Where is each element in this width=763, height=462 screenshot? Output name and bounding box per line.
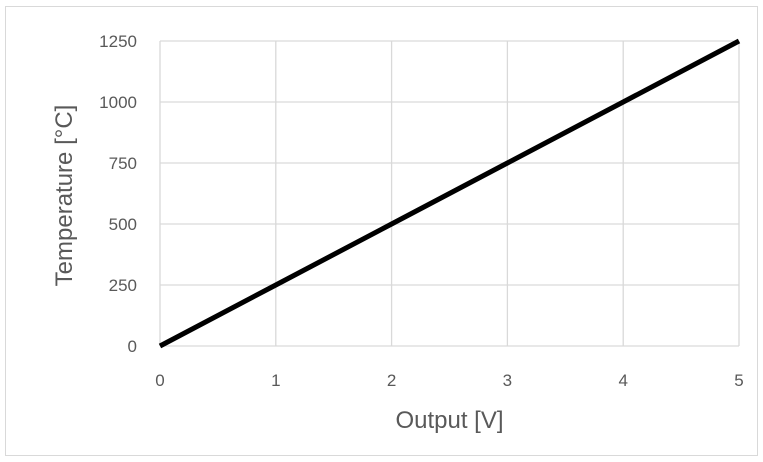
y-tick-label: 750	[109, 154, 137, 173]
x-tick-label: 2	[387, 371, 396, 390]
y-tick-label: 0	[128, 337, 137, 356]
y-tick-label: 1000	[99, 93, 137, 112]
series-line	[158, 38, 741, 349]
x-tick-label: 4	[618, 371, 627, 390]
y-tick-label: 1250	[99, 32, 137, 51]
tick-labels: 0 250 500 750 1000 1250 0 1 2 3 4 5	[99, 32, 744, 390]
x-axis-title: Output [V]	[395, 407, 503, 434]
x-tick-label: 5	[734, 371, 743, 390]
x-tick-label: 3	[503, 371, 512, 390]
y-axis-title: Temperature [°C]	[51, 105, 78, 287]
x-tick-label: 0	[155, 371, 164, 390]
y-tick-label: 500	[109, 215, 137, 234]
series	[158, 38, 741, 349]
y-tick-label: 250	[109, 276, 137, 295]
gridlines	[159, 40, 740, 347]
x-tick-label: 1	[271, 371, 280, 390]
